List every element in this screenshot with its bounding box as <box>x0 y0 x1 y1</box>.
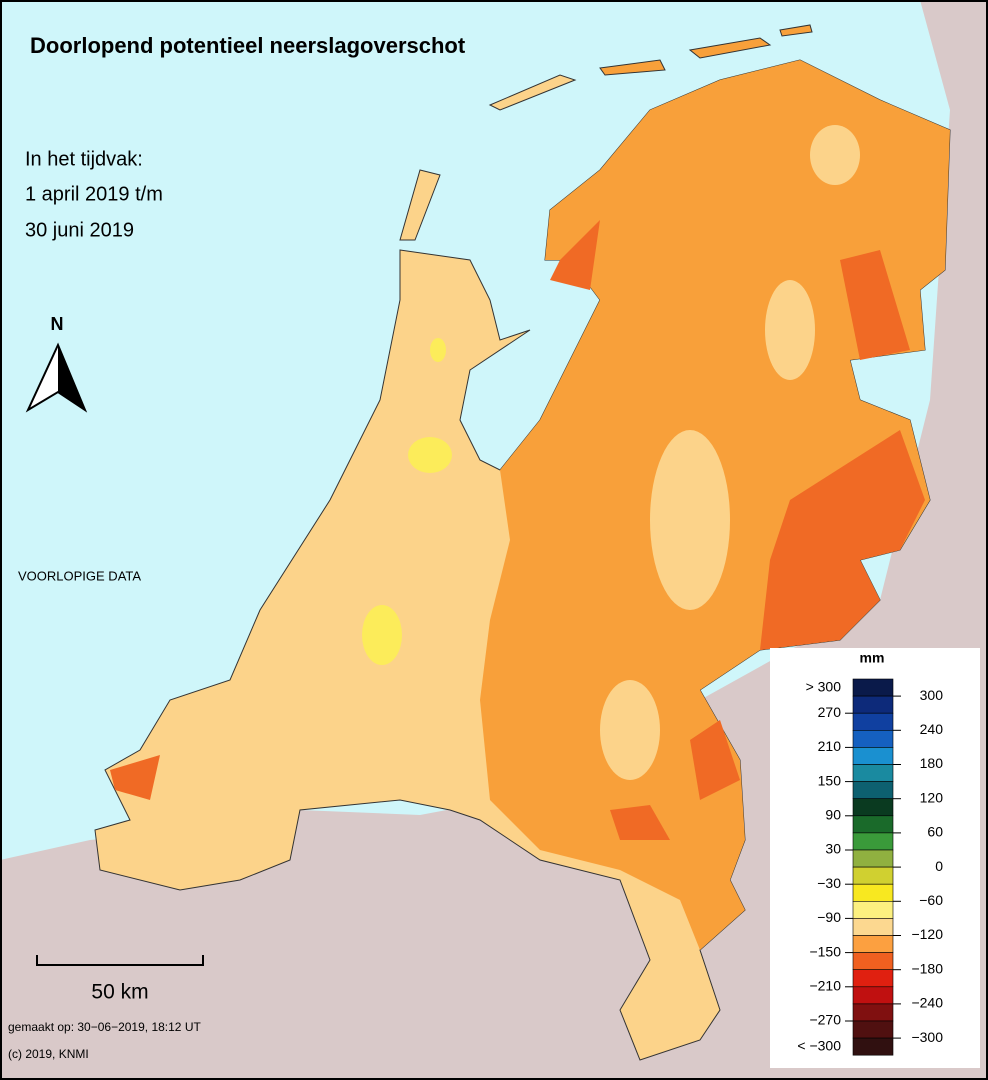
footer-line: (c) 2019, KNMI <box>8 1047 89 1061</box>
legend-label: −30 <box>817 875 841 891</box>
legend-label: 300 <box>920 687 944 703</box>
legend-swatch <box>852 1037 894 1056</box>
zone-dark <box>760 430 925 650</box>
legend-label: 30 <box>825 841 841 857</box>
legend-swatch <box>852 952 894 970</box>
legend-swatch <box>852 866 894 885</box>
legend-swatch <box>852 883 894 902</box>
zone-light <box>600 680 660 780</box>
legend-label: 0 <box>935 858 943 874</box>
period-line: 1 april 2019 t/m <box>25 183 163 205</box>
legend-label: 120 <box>920 789 944 805</box>
legend-swatch <box>852 935 894 953</box>
legend-swatch <box>852 798 894 817</box>
legend-label: < −300 <box>797 1037 841 1053</box>
legend-label: −90 <box>817 909 841 925</box>
legend-label: −150 <box>809 943 841 959</box>
legend-swatch <box>852 849 894 868</box>
footer-line: gemaakt op: 30−06−2019, 18:12 UT <box>8 1020 201 1034</box>
zone-dark <box>110 755 160 800</box>
legend-swatch <box>852 815 894 834</box>
zone-dark <box>840 250 910 360</box>
legend-label: −240 <box>911 995 943 1011</box>
legend-swatch <box>852 900 894 919</box>
legend-label: −180 <box>911 960 943 976</box>
island <box>599 59 666 76</box>
zone-light <box>765 280 815 380</box>
legend-swatch <box>852 1003 894 1022</box>
legend-label: −210 <box>809 978 841 994</box>
status-label: VOORLOPIGE DATA <box>18 568 141 583</box>
legend-unit: mm <box>860 650 885 666</box>
scale-bar <box>36 955 204 966</box>
legend-swatch <box>852 747 894 765</box>
legend-label: 240 <box>920 721 944 737</box>
zone-yellow <box>362 605 402 665</box>
north-arrow-half <box>58 345 85 410</box>
period-line: In het tijdvak: <box>25 148 143 170</box>
legend-label: 180 <box>920 755 944 771</box>
legend-label: 150 <box>818 772 842 788</box>
legend-label: −120 <box>911 926 943 942</box>
legend-label: 60 <box>927 824 943 840</box>
north-label: N <box>51 314 64 334</box>
legend-swatch <box>852 781 894 799</box>
legend-swatch <box>852 678 894 697</box>
island <box>488 74 577 111</box>
title: Doorlopend potentieel neerslagoverschot <box>30 33 466 58</box>
legend-label: > 300 <box>806 678 842 694</box>
zone-light <box>810 125 860 185</box>
legend-label: −300 <box>911 1029 943 1045</box>
period-line: 30 juni 2019 <box>25 219 134 241</box>
zone-yellow <box>408 437 452 473</box>
island <box>688 37 772 59</box>
zone-yellow <box>430 338 446 362</box>
legend-label: −270 <box>809 1012 841 1028</box>
legend-swatch <box>852 918 894 936</box>
legend-swatch <box>852 1020 894 1039</box>
legend-swatch <box>852 695 894 714</box>
zone-light <box>650 430 730 610</box>
scale-label: 50 km <box>91 981 148 1004</box>
legend-label: 270 <box>818 704 842 720</box>
legend-label: 210 <box>818 738 842 754</box>
zone-dark <box>550 220 600 290</box>
legend-swatch <box>852 729 894 748</box>
legend-swatch <box>852 986 894 1005</box>
legend-label: −60 <box>919 892 943 908</box>
legend-swatch <box>852 712 894 731</box>
legend-label: 90 <box>825 807 841 823</box>
legend-swatch <box>852 832 894 851</box>
zone-dark <box>690 720 740 800</box>
island <box>399 169 441 241</box>
zone-dark <box>610 805 670 840</box>
legend-swatch <box>852 764 894 782</box>
legend-swatch <box>852 969 894 988</box>
island <box>779 24 813 37</box>
